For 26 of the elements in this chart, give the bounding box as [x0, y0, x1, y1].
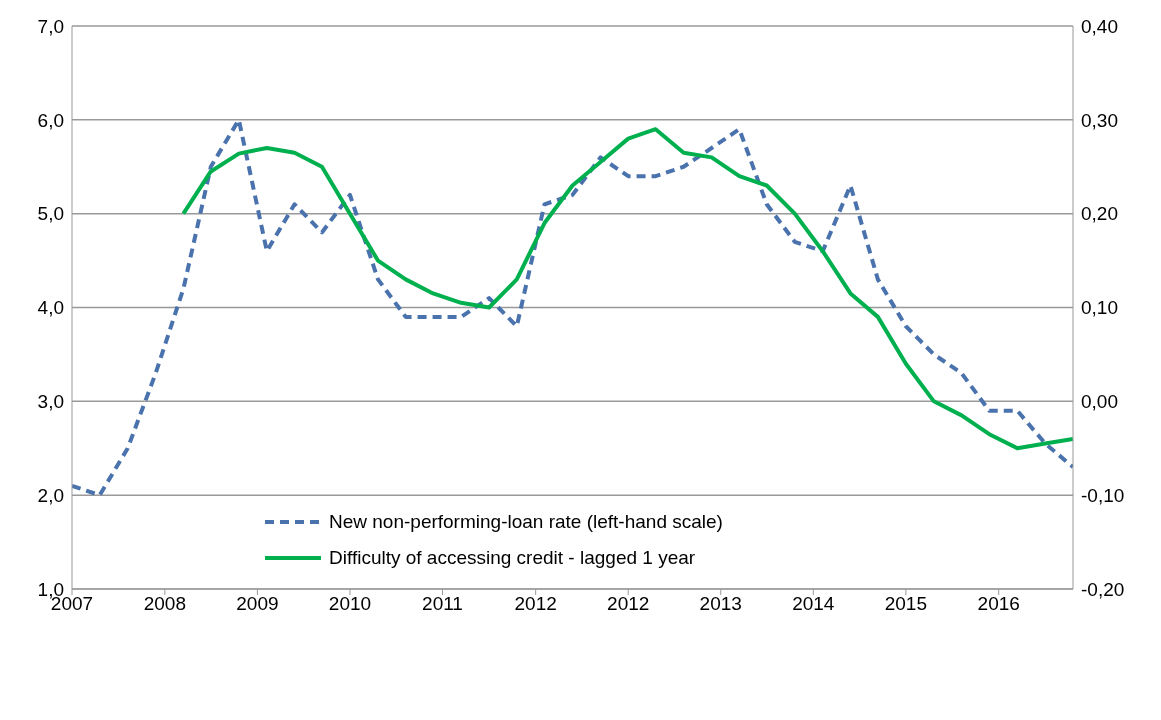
- x-tick-label: 2010: [328, 593, 372, 615]
- x-tick-label: 2016: [977, 593, 1020, 615]
- y2-tick-label: 0,40: [1081, 15, 1118, 37]
- x-tick-label: 2015: [884, 593, 927, 615]
- x-tick-label: 2014: [792, 593, 835, 615]
- x-tick-label: 2008: [143, 593, 186, 615]
- y2-tick-label: 0,10: [1081, 297, 1118, 319]
- y2-tick-label: -0,20: [1081, 578, 1125, 600]
- x-tick-label: 2009: [236, 593, 279, 615]
- legend-label: Difficulty of accessing credit - lagged 1 year: [329, 547, 696, 569]
- x-tick-label: 2012: [607, 593, 650, 615]
- y2-tick-label: 0,00: [1081, 391, 1118, 413]
- x-tick-label: 2012: [514, 593, 557, 615]
- y-tick-label: 5,0: [37, 203, 64, 225]
- x-tick-label: 2013: [699, 593, 742, 615]
- legend-label: New non-performing-loan rate (left-hand scale): [329, 511, 723, 533]
- y-tick-label: 6,0: [37, 109, 64, 131]
- y2-tick-label: 0,20: [1081, 203, 1118, 225]
- line-series: [181, 127, 1073, 451]
- y2-tick-label: -0,10: [1081, 484, 1125, 506]
- y-tick-label: 4,0: [37, 297, 64, 319]
- y-tick-label: 3,0: [37, 391, 64, 413]
- y-tick-label: 7,0: [37, 15, 64, 37]
- y2-tick-label: 0,30: [1081, 109, 1118, 131]
- y-tick-label: 2,0: [37, 484, 64, 506]
- x-tick-label: 2011: [422, 593, 463, 615]
